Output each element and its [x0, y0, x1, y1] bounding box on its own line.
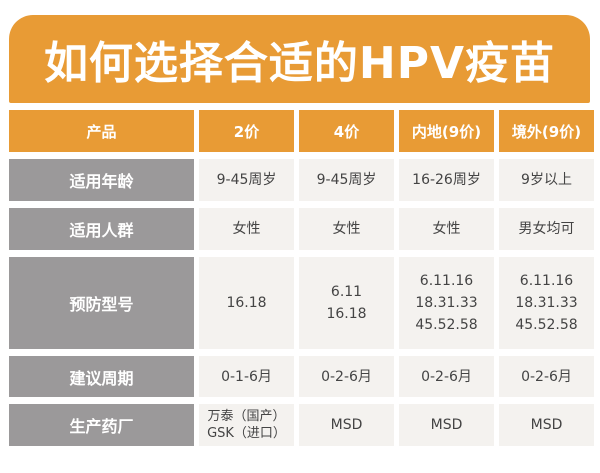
page-title: 如何选择合适的HPV疫苗	[9, 15, 590, 103]
header-4-valent: 4价	[299, 110, 394, 152]
table-cell: 9-45周岁	[199, 159, 294, 201]
table-cell: 0-2-6月	[499, 356, 594, 397]
table-cell: 9-45周岁	[299, 159, 394, 201]
header-9-valent-overseas: 境外(9价)	[499, 110, 594, 152]
table-cell: 0-2-6月	[299, 356, 394, 397]
table-cell: 女性	[199, 208, 294, 250]
hpv-comparison-table: 产品 2价 4价 内地(9价) 境外(9价) 适用年龄 9-45周岁 9-45周岁 1…	[9, 110, 594, 446]
row-label: 适用年龄	[9, 159, 194, 201]
header-product: 产品	[9, 110, 194, 152]
table-cell: 0-2-6月	[399, 356, 494, 397]
row-label: 适用人群	[9, 208, 194, 250]
table-cell: MSD	[399, 404, 494, 446]
row-label: 预防型号	[9, 257, 194, 349]
table-cell: 6.11.16 18.31.33 45.52.58	[499, 257, 594, 349]
table-cell: 16.18	[199, 257, 294, 349]
table-cell: 6.11 16.18	[299, 257, 394, 349]
header-2-valent: 2价	[199, 110, 294, 152]
table-cell: 男女均可	[499, 208, 594, 250]
table-cell: 16-26周岁	[399, 159, 494, 201]
table-cell: 0-1-6月	[199, 356, 294, 397]
table-cell: 女性	[299, 208, 394, 250]
table-cell: 万泰（国产） GSK（进口）	[199, 404, 294, 446]
header-9-valent-domestic: 内地(9价)	[399, 110, 494, 152]
row-label: 建议周期	[9, 356, 194, 397]
table-cell: 女性	[399, 208, 494, 250]
table-cell: MSD	[499, 404, 594, 446]
table-cell: MSD	[299, 404, 394, 446]
table-cell: 6.11.16 18.31.33 45.52.58	[399, 257, 494, 349]
table-cell: 9岁以上	[499, 159, 594, 201]
row-label: 生产药厂	[9, 404, 194, 446]
